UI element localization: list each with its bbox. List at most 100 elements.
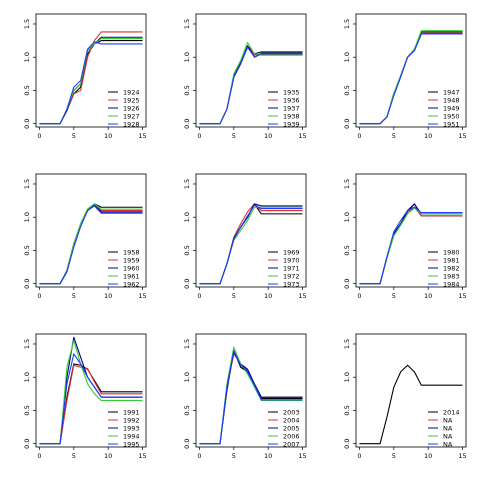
y-tick-label: 0.0 — [343, 439, 351, 449]
y-tick-label: 0.0 — [343, 119, 351, 129]
x-tick-label: 5 — [392, 452, 396, 460]
x-tick-label: 5 — [232, 292, 236, 300]
y-tick-label: 1.5 — [343, 19, 351, 29]
legend-label: 1995 — [123, 440, 140, 448]
x-tick-label: 5 — [72, 292, 76, 300]
x-tick-label: 15 — [298, 292, 306, 300]
x-tick-label: 15 — [298, 132, 306, 140]
legend-label: 1958 — [123, 248, 140, 256]
x-tick-label: 10 — [264, 452, 272, 460]
legend-label: 2006 — [283, 432, 300, 440]
legend-label: 1970 — [283, 256, 300, 264]
x-tick-label: 15 — [458, 292, 466, 300]
x-tick-label: 0 — [37, 292, 41, 300]
legend-label: 1981 — [443, 256, 460, 264]
y-tick-label: 0.0 — [183, 279, 191, 289]
legend-label: 1972 — [283, 272, 300, 280]
y-tick-label: 0.5 — [343, 405, 351, 415]
y-tick-label: 1.5 — [23, 19, 31, 29]
legend-label: 1949 — [443, 104, 460, 112]
x-tick-label: 5 — [392, 132, 396, 140]
legend-label: 2014 — [443, 408, 460, 416]
y-tick-label: 0.0 — [23, 119, 31, 129]
legend-label: 1938 — [283, 112, 300, 120]
y-tick-label: 0.5 — [23, 85, 31, 95]
series-line — [359, 206, 463, 285]
series-line — [199, 350, 303, 445]
x-tick-label: 10 — [424, 292, 432, 300]
y-tick-label: 1.5 — [23, 179, 31, 189]
y-tick-label: 1.5 — [183, 179, 191, 189]
legend-label: 1980 — [443, 248, 460, 256]
y-tick-label: 1.0 — [343, 212, 351, 222]
x-tick-label: 0 — [197, 292, 201, 300]
y-tick-label: 1.5 — [183, 19, 191, 29]
y-tick-label: 1.0 — [343, 372, 351, 382]
y-tick-label: 1.5 — [343, 339, 351, 349]
series-line — [359, 364, 463, 445]
x-tick-label: 0 — [197, 452, 201, 460]
legend-label: NA — [443, 416, 453, 424]
y-tick-label: 0.5 — [23, 245, 31, 255]
legend-label: 1947 — [443, 88, 460, 96]
legend-label: 1924 — [123, 88, 140, 96]
x-tick-label: 5 — [392, 292, 396, 300]
plot-frame — [35, 13, 147, 128]
legend-label: 2007 — [283, 440, 300, 448]
x-tick-label: 15 — [138, 452, 146, 460]
legend-label: 1969 — [283, 248, 300, 256]
legend-label: 1984 — [443, 280, 460, 288]
plot-frame — [195, 333, 307, 448]
y-tick-label: 0.5 — [183, 405, 191, 415]
x-tick-label: 0 — [37, 132, 41, 140]
y-tick-label: 0.5 — [183, 245, 191, 255]
x-tick-label: 10 — [104, 132, 112, 140]
x-tick-label: 10 — [264, 292, 272, 300]
y-tick-label: 0.0 — [343, 279, 351, 289]
y-tick-label: 1.0 — [23, 372, 31, 382]
legend-label: 1959 — [123, 256, 140, 264]
x-tick-label: 5 — [72, 452, 76, 460]
legend-label: 1935 — [283, 88, 300, 96]
y-tick-label: 0.0 — [23, 439, 31, 449]
y-tick-label: 1.5 — [343, 179, 351, 189]
plot-frame — [355, 333, 467, 448]
legend-label: 2003 — [283, 408, 300, 416]
y-tick-label: 0.0 — [183, 119, 191, 129]
series-line — [39, 205, 143, 285]
legend-label: 1994 — [123, 432, 140, 440]
legend-label: 1961 — [123, 272, 140, 280]
legend-label: 1937 — [283, 104, 300, 112]
y-tick-label: 1.0 — [183, 372, 191, 382]
x-tick-label: 5 — [72, 132, 76, 140]
legend-label: 1991 — [123, 408, 140, 416]
x-tick-label: 15 — [458, 132, 466, 140]
legend-label: 2005 — [283, 424, 300, 432]
x-tick-label: 15 — [458, 452, 466, 460]
legend-label: NA — [443, 432, 453, 440]
legend-label: 1928 — [123, 120, 140, 128]
legend-label: NA — [443, 440, 453, 448]
legend-label: NA — [443, 424, 453, 432]
y-tick-label: 0.5 — [343, 85, 351, 95]
x-tick-label: 15 — [138, 132, 146, 140]
y-tick-label: 0.5 — [23, 405, 31, 415]
x-tick-label: 0 — [357, 292, 361, 300]
x-tick-label: 15 — [138, 292, 146, 300]
legend-label: 1993 — [123, 424, 140, 432]
y-tick-label: 1.0 — [343, 52, 351, 62]
legend-label: 2004 — [283, 416, 300, 424]
legend-label: 1950 — [443, 112, 460, 120]
legend-label: 1973 — [283, 280, 300, 288]
legend-label: 1948 — [443, 96, 460, 104]
plot-frame — [355, 173, 467, 288]
legend-label: 1992 — [123, 416, 140, 424]
x-tick-label: 10 — [104, 452, 112, 460]
x-tick-label: 5 — [232, 132, 236, 140]
legend-label: 1960 — [123, 264, 140, 272]
